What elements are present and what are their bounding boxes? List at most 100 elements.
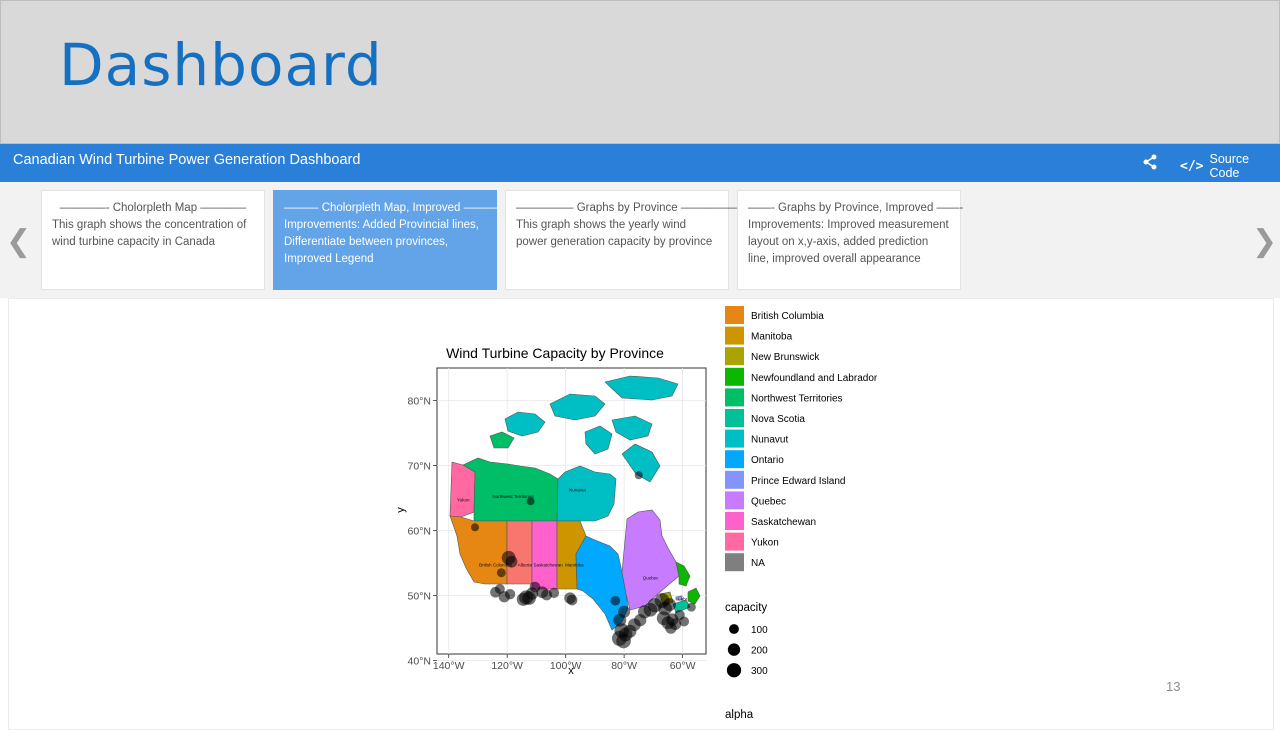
map-label: Manitoba — [565, 562, 584, 567]
choropleth-chart: Wind Turbine Capacity by Province — [390, 304, 910, 725]
story-card-desc: This graph shows the yearly wind power g… — [516, 219, 713, 248]
legend-key — [725, 532, 744, 551]
province-prince-edward-island — [675, 595, 683, 601]
choropleth-map-svg: Wind Turbine Capacity by Province — [395, 306, 878, 721]
legend-label: Manitoba — [751, 332, 793, 343]
story-card-4[interactable]: ——- Graphs by Province, Improved ——- Imp… — [737, 190, 964, 290]
capacity-point — [516, 592, 530, 606]
story-card-2[interactable]: ——— Cholorpleth Map, Improved ——— Improv… — [273, 190, 499, 290]
map-label: Yukon — [457, 497, 470, 502]
y-axis-label: y — [395, 507, 407, 513]
province-nunavut-islands-3 — [604, 375, 679, 401]
story-card-desc: Improvements: Added Provincial lines, Di… — [284, 219, 479, 265]
legend-key — [725, 470, 744, 489]
province-nunavut — [556, 465, 617, 522]
legend-label: Nunavut — [751, 435, 788, 446]
map-label: Nunavut — [569, 488, 587, 493]
province-yukon — [449, 461, 476, 518]
map-label: Northwest Territories — [492, 494, 534, 499]
story-card-3[interactable]: ————— Graphs by Province ————— This grap… — [505, 190, 739, 290]
legend-label: NA — [751, 558, 765, 569]
legend-label: Ontario — [751, 455, 784, 466]
legend-size-key — [727, 643, 741, 656]
legend-size-label: 300 — [751, 666, 768, 677]
capacity-point — [662, 598, 676, 612]
capacity-point — [686, 602, 696, 612]
slide-title: Dashboard — [59, 31, 383, 99]
share-button[interactable] — [1141, 153, 1159, 171]
x-tick-label: 100°W — [550, 660, 582, 672]
story-card-desc: Improvements: Improved measurement layou… — [748, 219, 949, 265]
legend-key — [725, 450, 744, 469]
storyboard: ❮ ————- Cholorpleth Map ———— This graph … — [0, 182, 1280, 298]
legend-label: Northwest Territories — [751, 393, 843, 404]
legend-label: Prince Edward Island — [751, 476, 846, 487]
map-label: Alberta — [518, 562, 533, 567]
legend-key — [725, 388, 744, 407]
code-icon: </> — [1180, 158, 1204, 174]
x-tick-label: 140°W — [433, 660, 465, 672]
slide-header: Dashboard — [0, 0, 1280, 144]
x-tick-label: 120°W — [491, 660, 523, 672]
story-card-title: ——— Cholorpleth Map, Improved ——— — [284, 202, 499, 214]
x-tick-label: 80°W — [611, 660, 637, 672]
story-card-title: ——- Graphs by Province, Improved ——- — [748, 202, 964, 214]
axes: 140°W 120°W 100°W 80°W 60°W 40°N 50°N 60°N 70°N 8… — [408, 396, 696, 673]
capacity-point — [548, 587, 560, 599]
capacity-legend: 100 200 300 — [726, 624, 768, 678]
map-label: British Columbia — [479, 562, 512, 567]
capacity-point — [496, 568, 506, 578]
capacity-point — [566, 594, 578, 606]
dashboard-title: Canadian Wind Turbine Power Generation D… — [13, 152, 361, 168]
legend-key — [725, 306, 744, 324]
legend-label: Nova Scotia — [751, 414, 805, 425]
legend-label: Quebec — [751, 496, 786, 507]
capacity-point — [665, 622, 677, 634]
capacity-points — [471, 471, 696, 649]
capacity-point — [504, 589, 516, 600]
map-labels: Yukon Northwest Territories Nunavut British… — [457, 488, 688, 602]
legend-size-key — [729, 624, 739, 634]
province-northwest-territories — [462, 457, 559, 522]
x-tick-label: 60°W — [670, 660, 696, 672]
source-code-button[interactable]: </> Source Code — [1180, 152, 1280, 180]
y-tick-label: 50°N — [408, 591, 431, 603]
legend-size-title: capacity — [725, 602, 767, 614]
y-tick-label: 60°N — [408, 526, 431, 538]
legend-size-label: 200 — [751, 646, 768, 657]
province-newfoundland-island — [687, 587, 701, 605]
province-saskatchewan — [531, 520, 558, 590]
capacity-point — [490, 586, 501, 598]
page-number: 13 — [1166, 679, 1181, 694]
capacity-point — [679, 616, 690, 627]
province-nunavut-islands-6 — [584, 425, 613, 455]
y-tick-label: 80°N — [408, 396, 431, 408]
chevron-left-icon[interactable]: ❮ — [6, 224, 32, 259]
map-label: Labr — [678, 597, 688, 602]
capacity-point — [471, 523, 480, 532]
legend-label: British Columbia — [751, 311, 824, 322]
province-british-columbia — [449, 515, 508, 585]
province-nunavut-islands-1 — [504, 411, 546, 437]
legend-key — [725, 347, 744, 366]
source-code-label: Source Code — [1209, 152, 1250, 180]
province-newfoundland-and-labrador — [675, 561, 691, 587]
legend-label: Yukon — [751, 538, 779, 549]
dashboard-navbar: Canadian Wind Turbine Power Generation D… — [0, 144, 1280, 182]
map-label: Saskatchewan — [533, 562, 563, 567]
chevron-right-icon[interactable]: ❯ — [1252, 224, 1278, 259]
legend-label: New Brunswick — [751, 352, 820, 363]
chart-title: Wind Turbine Capacity by Province — [446, 345, 664, 361]
story-card-title: ————- Cholorpleth Map ———— — [59, 202, 247, 214]
story-card-1[interactable]: ————- Cholorpleth Map ———— This graph sh… — [41, 190, 265, 290]
legend-key — [725, 367, 744, 386]
legend-key — [725, 429, 744, 448]
legend-label: Newfoundland and Labrador — [751, 373, 878, 384]
capacity-point — [634, 471, 643, 480]
capacity-point — [610, 595, 621, 606]
legend-key — [725, 409, 744, 427]
story-card-title: ————— Graphs by Province ————— — [516, 202, 739, 214]
capacity-point — [526, 497, 535, 506]
province-nunavut-islands-2 — [549, 393, 606, 421]
y-tick-label: 70°N — [408, 461, 431, 473]
